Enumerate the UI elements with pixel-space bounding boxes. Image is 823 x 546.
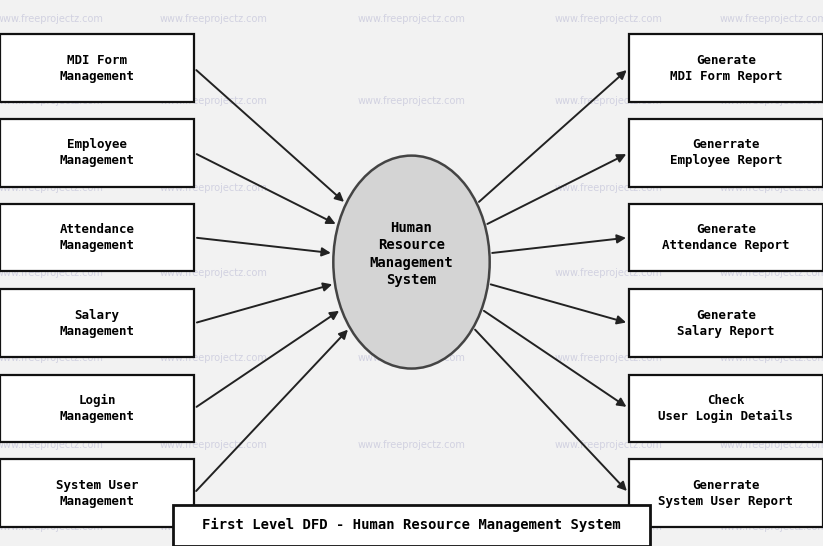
Text: www.freeprojectz.com: www.freeprojectz.com bbox=[719, 522, 823, 532]
Text: www.freeprojectz.com: www.freeprojectz.com bbox=[160, 14, 268, 24]
Text: Generate
MDI Form Report: Generate MDI Form Report bbox=[670, 54, 782, 83]
Ellipse shape bbox=[333, 156, 490, 369]
Text: www.freeprojectz.com: www.freeprojectz.com bbox=[719, 14, 823, 24]
Text: www.freeprojectz.com: www.freeprojectz.com bbox=[357, 522, 466, 532]
Text: www.freeprojectz.com: www.freeprojectz.com bbox=[719, 268, 823, 278]
FancyBboxPatch shape bbox=[629, 34, 823, 102]
Text: First Level DFD - Human Resource Management System: First Level DFD - Human Resource Managem… bbox=[202, 518, 621, 532]
Text: Attendance
Management: Attendance Management bbox=[59, 223, 135, 252]
Text: www.freeprojectz.com: www.freeprojectz.com bbox=[160, 440, 268, 450]
FancyBboxPatch shape bbox=[0, 375, 194, 442]
Text: www.freeprojectz.com: www.freeprojectz.com bbox=[357, 353, 466, 363]
Text: MDI Form
Management: MDI Form Management bbox=[59, 54, 135, 83]
Text: Employee
Management: Employee Management bbox=[59, 138, 135, 168]
Text: www.freeprojectz.com: www.freeprojectz.com bbox=[357, 183, 466, 193]
FancyBboxPatch shape bbox=[629, 119, 823, 187]
Text: www.freeprojectz.com: www.freeprojectz.com bbox=[555, 268, 663, 278]
FancyBboxPatch shape bbox=[629, 375, 823, 442]
Text: www.freeprojectz.com: www.freeprojectz.com bbox=[555, 440, 663, 450]
Text: www.freeprojectz.com: www.freeprojectz.com bbox=[555, 96, 663, 106]
FancyBboxPatch shape bbox=[0, 289, 194, 357]
Text: www.freeprojectz.com: www.freeprojectz.com bbox=[719, 183, 823, 193]
Text: Generate
Salary Report: Generate Salary Report bbox=[677, 308, 774, 338]
Text: www.freeprojectz.com: www.freeprojectz.com bbox=[160, 353, 268, 363]
FancyBboxPatch shape bbox=[173, 505, 650, 546]
Text: www.freeprojectz.com: www.freeprojectz.com bbox=[555, 522, 663, 532]
Text: Generrate
Employee Report: Generrate Employee Report bbox=[670, 138, 782, 168]
Text: www.freeprojectz.com: www.freeprojectz.com bbox=[0, 440, 104, 450]
Text: Generate
Attendance Report: Generate Attendance Report bbox=[663, 223, 789, 252]
FancyBboxPatch shape bbox=[629, 289, 823, 357]
Text: Check
User Login Details: Check User Login Details bbox=[658, 394, 793, 423]
Text: www.freeprojectz.com: www.freeprojectz.com bbox=[357, 96, 466, 106]
Text: www.freeprojectz.com: www.freeprojectz.com bbox=[160, 183, 268, 193]
Text: www.freeprojectz.com: www.freeprojectz.com bbox=[357, 268, 466, 278]
Text: www.freeprojectz.com: www.freeprojectz.com bbox=[719, 440, 823, 450]
Text: www.freeprojectz.com: www.freeprojectz.com bbox=[555, 14, 663, 24]
Text: www.freeprojectz.com: www.freeprojectz.com bbox=[0, 522, 104, 532]
Text: www.freeprojectz.com: www.freeprojectz.com bbox=[160, 268, 268, 278]
Text: Salary
Management: Salary Management bbox=[59, 308, 135, 338]
Text: www.freeprojectz.com: www.freeprojectz.com bbox=[719, 96, 823, 106]
FancyBboxPatch shape bbox=[629, 459, 823, 527]
FancyBboxPatch shape bbox=[0, 119, 194, 187]
Text: Login
Management: Login Management bbox=[59, 394, 135, 423]
FancyBboxPatch shape bbox=[629, 204, 823, 271]
Text: www.freeprojectz.com: www.freeprojectz.com bbox=[0, 183, 104, 193]
Text: www.freeprojectz.com: www.freeprojectz.com bbox=[719, 353, 823, 363]
Text: www.freeprojectz.com: www.freeprojectz.com bbox=[0, 14, 104, 24]
FancyBboxPatch shape bbox=[0, 34, 194, 102]
Text: System User
Management: System User Management bbox=[56, 478, 138, 508]
Text: www.freeprojectz.com: www.freeprojectz.com bbox=[357, 14, 466, 24]
Text: www.freeprojectz.com: www.freeprojectz.com bbox=[160, 522, 268, 532]
Text: www.freeprojectz.com: www.freeprojectz.com bbox=[0, 96, 104, 106]
Text: www.freeprojectz.com: www.freeprojectz.com bbox=[555, 183, 663, 193]
Text: Generrate
System User Report: Generrate System User Report bbox=[658, 478, 793, 508]
Text: www.freeprojectz.com: www.freeprojectz.com bbox=[357, 440, 466, 450]
Text: www.freeprojectz.com: www.freeprojectz.com bbox=[555, 353, 663, 363]
Text: www.freeprojectz.com: www.freeprojectz.com bbox=[0, 268, 104, 278]
Text: www.freeprojectz.com: www.freeprojectz.com bbox=[0, 353, 104, 363]
FancyBboxPatch shape bbox=[0, 459, 194, 527]
Text: Human
Resource
Management
System: Human Resource Management System bbox=[370, 221, 453, 287]
FancyBboxPatch shape bbox=[0, 204, 194, 271]
Text: www.freeprojectz.com: www.freeprojectz.com bbox=[160, 96, 268, 106]
